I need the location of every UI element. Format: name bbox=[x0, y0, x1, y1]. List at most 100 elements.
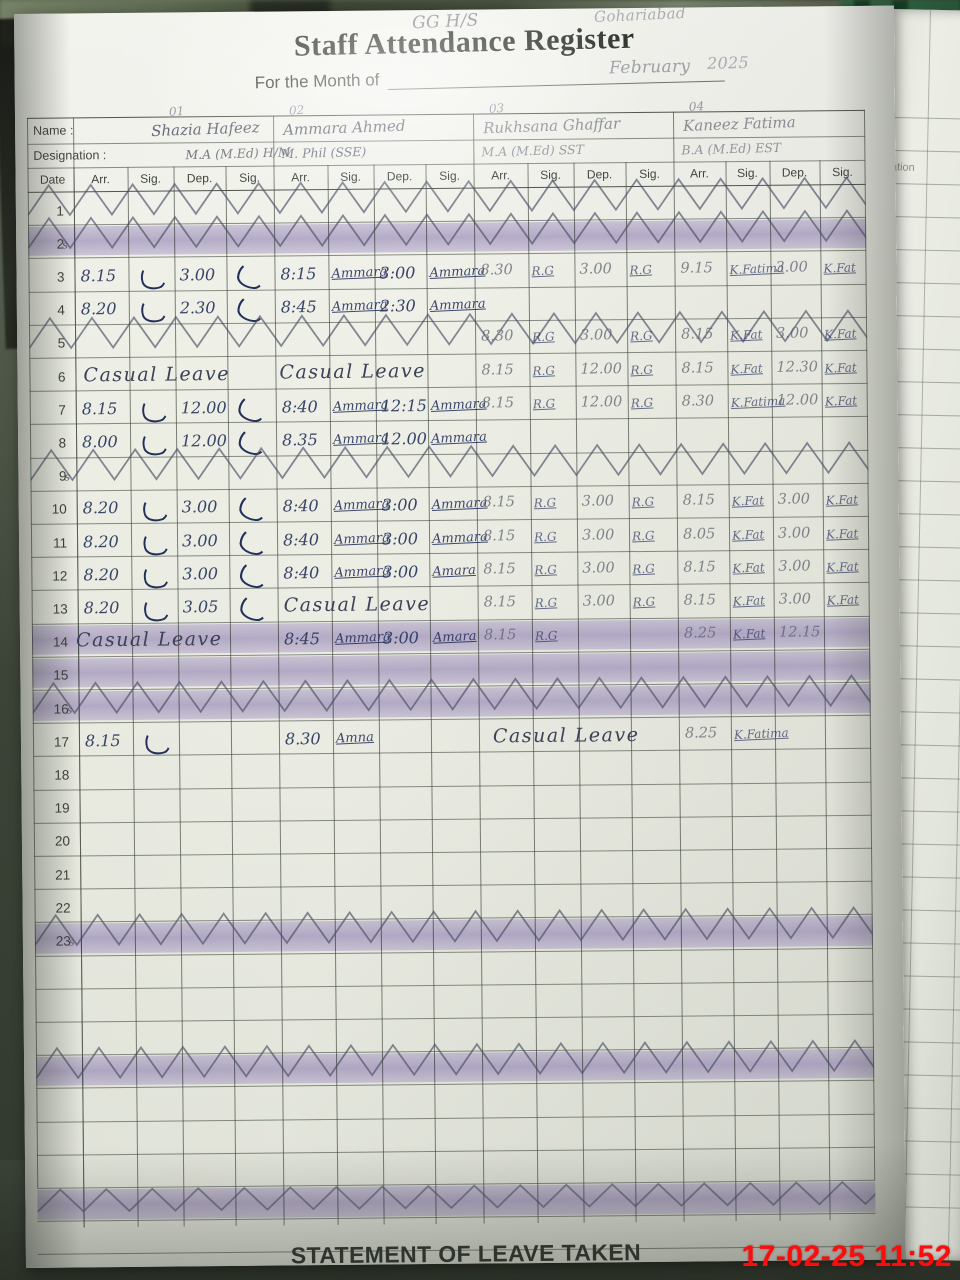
date-cell-19: 19 bbox=[54, 800, 70, 816]
cell-dep-t4-d12: 3.00 bbox=[778, 558, 811, 575]
signature-arr-t4-d10: K.Fat bbox=[731, 493, 765, 510]
cell-dep-t4-d10: 3.00 bbox=[777, 491, 811, 509]
cell-arr-t2-d7: 8:40 bbox=[281, 396, 318, 417]
cell-dep-t2-d3: 3:00 bbox=[379, 263, 416, 283]
adjacent-page-vrule bbox=[903, 9, 931, 1260]
cell-dep-t4-d7: 12.00 bbox=[776, 392, 819, 409]
cell-arr-t2-d8: 8.35 bbox=[282, 430, 318, 450]
cell-arr-t4-d13: 8.15 bbox=[683, 592, 717, 609]
table-vrule bbox=[863, 109, 876, 1180]
date-cell-14: 14 bbox=[52, 634, 69, 650]
cell-dep-t2-d14: 3:00 bbox=[382, 628, 420, 648]
cell-arr-t3-d11: 8.15 bbox=[482, 527, 516, 545]
cell-dep-t2-d8: 12.00 bbox=[381, 429, 427, 449]
column-header-sig2-t1: Sig. bbox=[239, 170, 260, 185]
date-cell-22: 22 bbox=[55, 900, 71, 916]
teacher-designation-2: M. Phil (SSE) bbox=[281, 143, 367, 162]
column-header-date: Date bbox=[39, 172, 66, 187]
date-cell-12: 12 bbox=[52, 568, 68, 584]
table-hrule bbox=[29, 349, 868, 359]
signature-arr-t1-d8 bbox=[139, 426, 171, 459]
cell-arr-t1-d17: 8.15 bbox=[84, 730, 121, 751]
signature-dep-t3-d3: R.G bbox=[629, 262, 653, 278]
table-hrule bbox=[34, 914, 873, 924]
cell-arr-t1-d4: 8.20 bbox=[80, 299, 117, 319]
cell-dep-t1-d12: 3.00 bbox=[182, 563, 219, 584]
signature-arr-t1-d10 bbox=[139, 493, 172, 525]
cell-arr-t4-d6: 8.15 bbox=[681, 359, 714, 377]
attendance-table: Name : Designation : 01 Shazia Hafeez M.A (M… bbox=[26, 99, 876, 1256]
cell-arr-t1-d13: 8.20 bbox=[83, 598, 120, 618]
cell-dep-t4-d11: 3.00 bbox=[777, 524, 811, 542]
table-hrule bbox=[35, 1013, 874, 1023]
teacher-index-01: 01 bbox=[168, 103, 185, 119]
table-vrule bbox=[425, 164, 437, 1185]
signature-arr-t4-d6: K.Fat bbox=[729, 360, 763, 377]
teacher-name-4: Kaneez Fatima bbox=[682, 113, 796, 136]
table-vrule bbox=[127, 166, 139, 1187]
column-header-dep-t2: Dep. bbox=[386, 169, 413, 184]
signature-dep-t3-d7: R.G bbox=[630, 395, 654, 411]
cell-arr-t3-d7: 8.15 bbox=[481, 395, 515, 412]
signature-arr-t1-d11 bbox=[140, 526, 172, 559]
column-header-arr-t4: Arr. bbox=[690, 166, 709, 181]
teacher-index-04: 04 bbox=[688, 98, 705, 114]
casual-leave-note: Casual Leave bbox=[83, 362, 231, 386]
signature-dep-t1-d11 bbox=[238, 526, 270, 557]
signature-dep-t3-d13: R.G bbox=[632, 594, 656, 610]
date-cell-10: 10 bbox=[51, 501, 67, 518]
signature-dep-t2-d7: Ammara bbox=[430, 396, 487, 414]
teacher-index-03: 03 bbox=[488, 100, 505, 116]
date-cell-20: 20 bbox=[54, 833, 71, 850]
date-cell-2: 2 bbox=[56, 236, 65, 252]
signature-arr-t3-d14: R.G bbox=[534, 628, 558, 644]
school-name-handwritten: GG H/S bbox=[411, 10, 480, 34]
signature-dep-t4-d13: K.Fat bbox=[826, 592, 860, 608]
signature-dep-t2-d4: Ammara bbox=[429, 296, 486, 315]
cell-arr-t4-d12: 8.15 bbox=[683, 559, 716, 576]
cell-arr-t2-d17: 8.30 bbox=[284, 728, 321, 749]
table-hrule bbox=[34, 847, 873, 857]
camera-timestamp: 17-02-25 11:52 bbox=[741, 1240, 952, 1273]
date-cell-7: 7 bbox=[58, 402, 66, 418]
cell-dep-t3-d13: 3.00 bbox=[582, 593, 616, 610]
cell-arr-t4-d17: 8.25 bbox=[684, 725, 718, 742]
signature-dep-t4-d7: K.Fat bbox=[824, 393, 858, 409]
column-header-dep-t3: Dep. bbox=[586, 167, 613, 182]
column-header-sig2-t4: Sig. bbox=[832, 164, 853, 180]
cell-arr-t2-d3: 8:15 bbox=[280, 264, 317, 284]
date-cell-3: 3 bbox=[56, 269, 65, 285]
cell-arr-t4-d3: 9.15 bbox=[680, 260, 713, 277]
table-vrule bbox=[573, 162, 585, 1183]
signature-dep-t1-d12 bbox=[238, 559, 271, 590]
cell-arr-t4-d11: 8.05 bbox=[682, 525, 716, 543]
date-superscript-23: s bbox=[68, 935, 75, 949]
cell-arr-t4-d14: 8.25 bbox=[683, 625, 717, 642]
teacher-name-3: Rukhsana Ghaffar bbox=[482, 114, 621, 138]
cell-dep-t1-d13: 3.05 bbox=[182, 597, 219, 617]
signature-dep-t2-d3: Ammara bbox=[429, 263, 486, 282]
signature-dep-t4-d3: K.Fat bbox=[823, 260, 856, 276]
column-header-arr-t1: Arr. bbox=[91, 172, 110, 187]
cell-dep-t1-d8: 12.00 bbox=[181, 430, 228, 451]
cell-dep-t3-d10: 3.00 bbox=[581, 493, 615, 510]
table-vrule bbox=[769, 160, 781, 1181]
signature-dep-t4-d6: K.Fat bbox=[824, 359, 857, 376]
cell-dep-t4-d14: 12.15 bbox=[778, 624, 821, 641]
signature-arr-t1-d3 bbox=[137, 260, 170, 293]
cell-arr-t2-d11: 8:40 bbox=[282, 529, 320, 550]
cell-dep-t4-d5: 3.00 bbox=[776, 325, 809, 343]
signature-arr-t3-d5: R.G bbox=[531, 329, 555, 345]
table-vrule bbox=[725, 161, 737, 1182]
signature-arr-t4-d14: K.Fat bbox=[732, 626, 766, 642]
signature-dep-t1-d3 bbox=[235, 261, 268, 291]
table-hrule bbox=[32, 681, 871, 691]
signature-dep-t3-d11: R.G bbox=[631, 528, 655, 544]
cell-arr-t1-d10: 8.20 bbox=[82, 498, 119, 518]
cell-arr-t3-d6: 8.15 bbox=[481, 361, 514, 379]
month-line: For the Month of February 2025 bbox=[254, 53, 749, 93]
table-hrule bbox=[36, 1080, 875, 1090]
cell-dep-t1-d10: 3.00 bbox=[181, 497, 218, 517]
signature-dep-t2-d12: Amara bbox=[432, 562, 477, 580]
table-hrule bbox=[32, 714, 871, 725]
